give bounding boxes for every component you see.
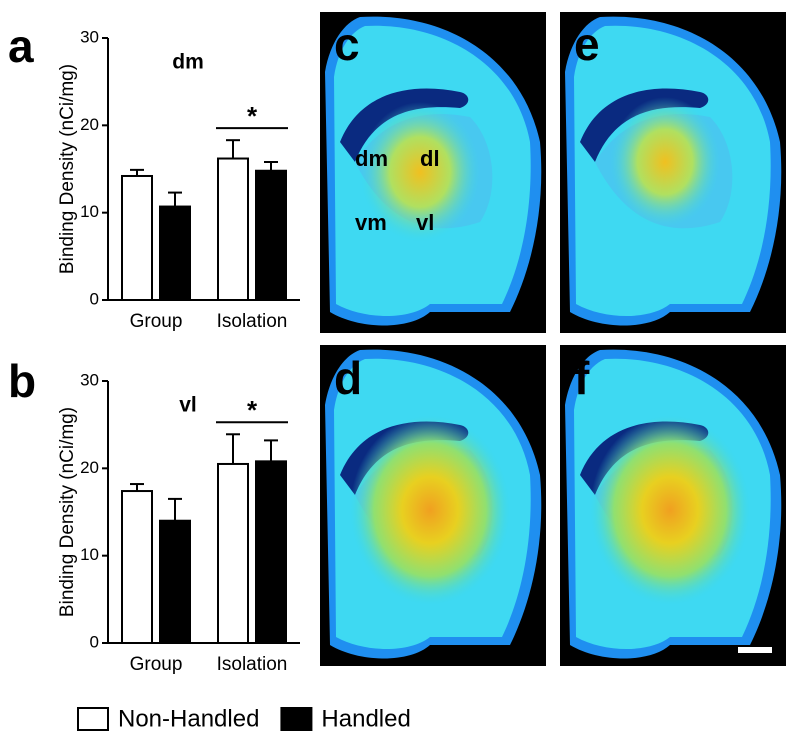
region-label: vm — [355, 210, 387, 235]
legend-swatch — [280, 707, 313, 731]
image-e — [560, 12, 786, 333]
y-tick-label: 30 — [80, 27, 99, 46]
significance-marker: * — [247, 395, 258, 425]
bar — [121, 174, 153, 301]
y-tick-label: 20 — [80, 115, 99, 134]
panel-label: e — [574, 18, 600, 70]
image-f — [560, 345, 786, 666]
x-tick-label: Isolation — [217, 654, 288, 675]
region-label: dl — [420, 146, 440, 171]
bar — [159, 519, 191, 645]
y-axis-label: Binding Density (nCi/mg) — [57, 407, 78, 617]
y-tick-label: 10 — [80, 545, 99, 564]
chart-title: vl — [179, 394, 197, 417]
panel-label: f — [574, 352, 590, 404]
bar — [217, 462, 249, 645]
panel-label: d — [334, 352, 362, 404]
bar — [255, 460, 287, 645]
panel-label: a — [8, 20, 34, 72]
panel-label: c — [334, 18, 360, 70]
y-tick-label: 0 — [90, 632, 99, 651]
bar — [217, 157, 249, 301]
scale-bar — [738, 647, 772, 653]
autoradiographs — [320, 12, 786, 666]
significance-marker: * — [247, 101, 258, 131]
bar — [159, 205, 191, 301]
panel-label: b — [8, 355, 36, 407]
y-tick-label: 0 — [90, 289, 99, 308]
bar — [121, 490, 153, 645]
region-label: vl — [416, 210, 434, 235]
legend-label: Non-Handled — [118, 705, 259, 732]
image-c — [320, 12, 546, 333]
image-d — [320, 345, 546, 666]
x-tick-label: Group — [130, 654, 183, 675]
chart-title: dm — [172, 51, 204, 74]
legend-label: Handled — [321, 705, 410, 732]
y-tick-label: 10 — [80, 202, 99, 221]
legend-swatch — [77, 707, 109, 731]
y-axis-label: Binding Density (nCi/mg) — [57, 64, 78, 274]
bar — [255, 169, 287, 301]
x-tick-label: Isolation — [217, 311, 288, 332]
x-tick-label: Group — [130, 311, 183, 332]
y-tick-label: 20 — [80, 458, 99, 477]
y-tick-label: 30 — [80, 370, 99, 389]
region-label: dm — [355, 146, 388, 171]
